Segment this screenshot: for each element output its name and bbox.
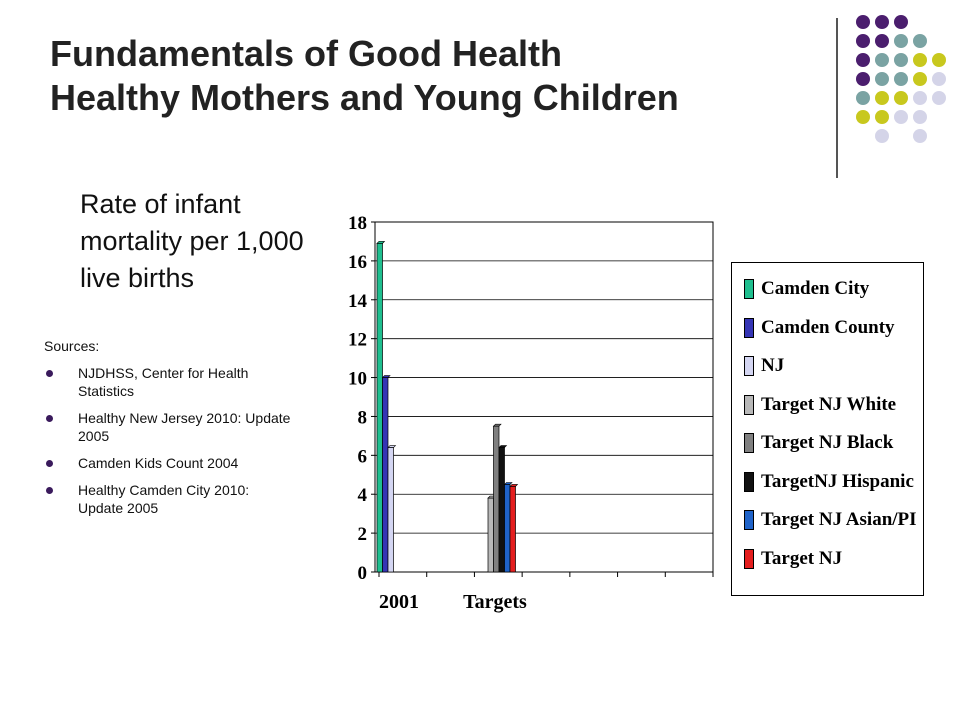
legend-label: Camden County (761, 316, 895, 338)
y-tick-label: 18 (348, 213, 367, 234)
y-tick-label: 12 (348, 330, 367, 351)
source-item: NJDHSS, Center for Health Statistics (44, 364, 294, 400)
legend-label: Camden City (761, 278, 870, 299)
y-tick-label: 8 (358, 407, 368, 428)
legend-item: TargetNJ Hispanic (744, 470, 914, 494)
decorative-dot (894, 110, 908, 124)
legend-swatch (744, 548, 754, 569)
bar (509, 486, 516, 573)
legend-item: Camden County (744, 316, 895, 340)
decorative-dot (856, 110, 870, 124)
decorative-dot (856, 15, 870, 29)
bar (498, 447, 505, 573)
legend-label: Target NJ White (761, 393, 897, 415)
decorative-dot (875, 91, 889, 105)
decorative-dot (894, 72, 908, 86)
decorative-dot (856, 72, 870, 86)
decorative-dot (875, 110, 889, 124)
sources-heading: Sources: (44, 338, 100, 354)
plot-area (374, 221, 714, 573)
decorative-dot (913, 110, 927, 124)
decorative-dot (894, 34, 908, 48)
decorative-dot (856, 34, 870, 48)
decorative-dot (913, 34, 927, 48)
legend-label: TargetNJ Hispanic (761, 470, 914, 492)
title-line-1: Fundamentals of Good Health (50, 33, 563, 74)
slide-title: Fundamentals of Good Health Healthy Moth… (50, 32, 679, 120)
bar (387, 447, 394, 573)
source-item: Healthy New Jersey 2010: Update 2005 (44, 409, 294, 445)
bar (376, 243, 383, 573)
decorative-dot (913, 129, 927, 143)
decorative-dot (875, 72, 889, 86)
decorative-dot (932, 91, 946, 105)
legend-item: Target NJ (744, 547, 842, 571)
decorative-dot (856, 53, 870, 67)
legend-label: Target NJ Asian/PI (761, 509, 917, 530)
decorative-dot (894, 53, 908, 67)
decorative-dot (875, 34, 889, 48)
y-tick-label: 10 (348, 369, 367, 390)
y-tick-label: 14 (348, 291, 368, 312)
decorative-dot (875, 53, 889, 67)
decorative-dot (932, 53, 946, 67)
legend-swatch (744, 394, 754, 415)
legend-item: Target NJ Black (744, 431, 893, 455)
decorative-dot (875, 15, 889, 29)
legend-label: Target NJ (761, 547, 843, 569)
decorative-dot (856, 91, 870, 105)
x-category-label: Targets (463, 591, 527, 613)
chart-legend: Camden City Camden County NJ Target NJ Whit… (731, 262, 924, 596)
legend-swatch (744, 433, 754, 453)
legend-swatch (744, 471, 754, 492)
legend-label: Target NJ Black (761, 432, 894, 453)
title-line-2: Healthy Mothers and Young Children (50, 77, 679, 118)
legend-item: NJ (744, 354, 784, 378)
y-tick-label: 6 (358, 446, 368, 467)
bar (493, 425, 500, 573)
legend-item: Target NJ Asian/PI (744, 508, 917, 532)
decorative-dot (913, 53, 927, 67)
bar (487, 497, 494, 573)
legend-item: Camden City (744, 277, 869, 301)
y-tick-label: 2 (358, 524, 368, 545)
source-item: Camden Kids Count 2004 (44, 454, 294, 472)
decorative-dot (894, 91, 908, 105)
decorative-dot (932, 72, 946, 86)
x-category-label: 2001 (379, 591, 419, 613)
y-tick-label: 0 (358, 563, 368, 584)
decorative-dot (894, 15, 908, 29)
legend-swatch (744, 356, 754, 376)
divider-line (836, 18, 838, 178)
sources-panel: Sources: NJDHSS, Center for Health Stati… (44, 338, 294, 526)
legend-swatch (744, 279, 754, 299)
bar (504, 484, 511, 573)
decorative-dot (875, 129, 889, 143)
decorative-dot (913, 91, 927, 105)
decorative-dot (913, 72, 927, 86)
y-tick-label: 4 (358, 485, 368, 506)
y-tick-label: 16 (348, 252, 367, 273)
bar (382, 377, 389, 573)
bar-chart: 0 2 4 6 8 10 12 14 16 18 2001 Targets (348, 213, 714, 613)
legend-item: Target NJ White (744, 393, 896, 417)
source-item: Healthy Camden City 2010: Update 2005 (44, 481, 294, 517)
legend-swatch (744, 510, 754, 530)
legend-swatch (744, 317, 754, 338)
legend-label: NJ (761, 355, 785, 376)
chart-subtitle: Rate of infant mortality per 1,000 live … (80, 189, 304, 293)
